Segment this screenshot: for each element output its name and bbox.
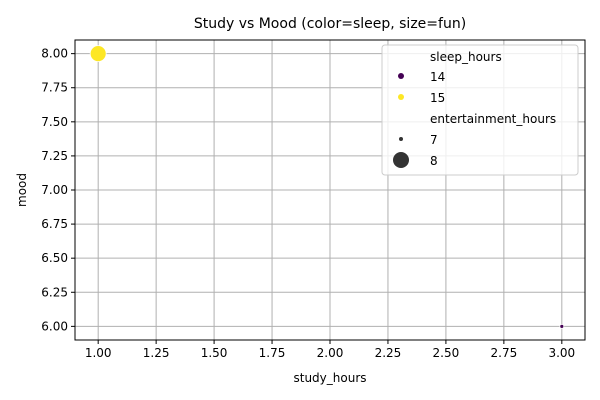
y-tick-label: 7.75 — [41, 81, 68, 95]
scatter-point — [89, 45, 107, 63]
scatter-point — [559, 323, 565, 329]
x-tick-label: 1.00 — [85, 346, 112, 360]
legend-size-label-7: 7 — [430, 133, 438, 147]
legend-hue-label-15: 15 — [430, 91, 445, 105]
legend-size-marker-7 — [399, 137, 403, 141]
data-points — [89, 45, 565, 329]
y-tick-label: 8.00 — [41, 47, 68, 61]
x-tick-label: 1.50 — [201, 346, 228, 360]
legend-hue-label-14: 14 — [430, 70, 445, 84]
legend-hue-title: sleep_hours — [430, 50, 502, 64]
y-tick-label: 6.00 — [41, 319, 68, 333]
y-tick-label: 7.50 — [41, 115, 68, 129]
x-tick-label: 1.25 — [143, 346, 170, 360]
y-tick-label: 6.75 — [41, 217, 68, 231]
x-tick-label: 2.00 — [317, 346, 344, 360]
x-axis-label: study_hours — [293, 371, 366, 385]
x-tick-label: 3.00 — [548, 346, 575, 360]
axis-ticks: 1.00 1.25 1.50 1.75 2.00 2.25 2.50 2.75 3.00 6.00… — [41, 47, 575, 360]
legend-frame — [381, 44, 579, 176]
y-axis-label: mood — [15, 173, 29, 207]
x-tick-label: 2.75 — [491, 346, 518, 360]
legend-hue-marker-14 — [398, 73, 404, 79]
chart-title: Study vs Mood (color=sleep, size=fun) — [194, 16, 466, 32]
y-tick-label: 6.25 — [41, 285, 68, 299]
x-tick-label: 2.25 — [375, 346, 402, 360]
legend-size-label-8: 8 — [430, 154, 438, 168]
y-tick-label: 7.00 — [41, 183, 68, 197]
y-tick-label: 6.50 — [41, 251, 68, 265]
y-tick-label: 7.25 — [41, 149, 68, 163]
legend-size-marker-8 — [393, 152, 409, 168]
legend: sleep_hours 14 15 entertainment_hours 7 … — [381, 44, 579, 176]
x-tick-label: 2.50 — [433, 346, 460, 360]
legend-hue-marker-15 — [398, 94, 404, 100]
x-tick-label: 1.75 — [259, 346, 286, 360]
legend-size-title: entertainment_hours — [430, 112, 556, 126]
